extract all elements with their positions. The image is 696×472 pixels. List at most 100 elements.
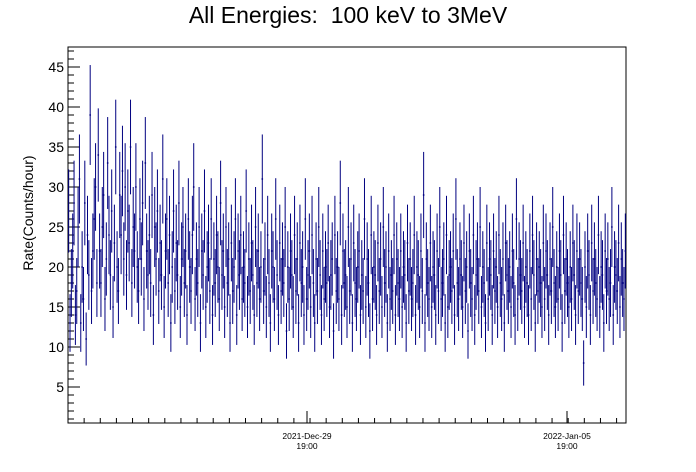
data-point bbox=[93, 218, 96, 220]
data-point bbox=[467, 330, 469, 332]
data-point bbox=[125, 274, 128, 276]
data-point bbox=[293, 234, 296, 236]
data-point bbox=[226, 282, 229, 284]
y-tick-label: 15 bbox=[48, 299, 64, 315]
x-tick-time-label: 19:00 bbox=[296, 441, 318, 451]
data-point bbox=[268, 282, 270, 284]
data-point bbox=[475, 274, 477, 276]
data-point bbox=[391, 290, 394, 292]
data-point bbox=[320, 314, 323, 316]
data-point bbox=[161, 178, 164, 180]
data-point bbox=[504, 242, 507, 244]
data-point bbox=[178, 202, 180, 204]
data-point bbox=[200, 250, 203, 252]
data-point bbox=[492, 250, 495, 252]
data-point bbox=[151, 194, 153, 196]
data-point bbox=[70, 282, 73, 284]
data-point bbox=[495, 266, 498, 268]
data-point bbox=[94, 186, 97, 188]
data-point bbox=[381, 306, 383, 308]
data-point bbox=[601, 274, 604, 276]
data-point bbox=[527, 314, 530, 316]
data-point bbox=[620, 258, 623, 260]
data-point bbox=[385, 266, 387, 268]
data-point bbox=[502, 258, 504, 260]
data-point bbox=[559, 274, 562, 276]
data-point bbox=[343, 282, 346, 284]
data-point bbox=[350, 258, 352, 260]
data-point bbox=[173, 290, 176, 292]
data-point bbox=[336, 266, 339, 268]
data-point bbox=[452, 250, 455, 252]
data-point bbox=[285, 330, 288, 332]
x-tick-date-label: 2022-Jan-05 bbox=[543, 431, 591, 441]
data-point bbox=[143, 298, 145, 300]
data-point bbox=[434, 314, 437, 316]
data-point bbox=[96, 282, 98, 284]
data-point bbox=[450, 290, 453, 292]
data-point bbox=[121, 170, 124, 172]
data-point bbox=[358, 250, 361, 252]
data-point bbox=[180, 258, 183, 260]
data-point bbox=[230, 242, 233, 244]
data-point bbox=[194, 298, 196, 300]
data-point bbox=[167, 282, 170, 284]
data-point bbox=[398, 298, 401, 300]
data-point bbox=[401, 306, 404, 308]
data-point bbox=[97, 154, 100, 156]
data-point bbox=[296, 258, 299, 260]
data-point bbox=[420, 250, 422, 252]
data-point bbox=[566, 282, 569, 284]
data-point bbox=[360, 274, 363, 276]
data-point bbox=[453, 314, 456, 316]
data-point bbox=[324, 266, 327, 268]
data-point bbox=[441, 282, 444, 284]
data-point bbox=[432, 266, 434, 268]
data-point bbox=[114, 146, 117, 148]
data-point bbox=[522, 242, 525, 244]
data-point bbox=[578, 258, 581, 260]
data-point bbox=[256, 282, 258, 284]
data-point bbox=[397, 282, 399, 284]
data-point bbox=[315, 258, 317, 260]
data-point bbox=[528, 250, 531, 252]
y-tick-label: 30 bbox=[48, 179, 64, 195]
data-point bbox=[524, 266, 527, 268]
data-point bbox=[101, 226, 104, 228]
data-point bbox=[356, 266, 359, 268]
data-point bbox=[225, 226, 227, 228]
data-point bbox=[82, 298, 85, 300]
data-point bbox=[574, 314, 577, 316]
data-point bbox=[113, 242, 116, 244]
data-point bbox=[175, 242, 178, 244]
data-point bbox=[254, 226, 257, 228]
data-point bbox=[511, 250, 514, 252]
data-point bbox=[183, 282, 186, 284]
data-point bbox=[464, 290, 467, 292]
data-point bbox=[512, 282, 515, 284]
data-point bbox=[532, 274, 535, 276]
data-point bbox=[260, 266, 262, 268]
data-point bbox=[507, 290, 510, 292]
data-point bbox=[305, 298, 308, 300]
data-point bbox=[222, 250, 225, 252]
y-axis: 5 10 15 20 25 30 35 40 45 bbox=[48, 50, 80, 420]
data-point bbox=[308, 250, 311, 252]
data-point bbox=[440, 298, 443, 300]
data-point bbox=[351, 322, 354, 324]
data-point bbox=[278, 242, 281, 244]
data-point bbox=[557, 298, 559, 300]
data-point bbox=[229, 322, 231, 324]
data-point bbox=[198, 226, 200, 228]
data-point bbox=[382, 226, 385, 228]
data-point bbox=[118, 194, 121, 196]
data-point bbox=[130, 282, 133, 284]
data-point bbox=[416, 266, 418, 268]
data-point bbox=[327, 242, 330, 244]
data-point bbox=[471, 298, 473, 300]
data-point bbox=[218, 298, 221, 300]
data-point bbox=[418, 306, 421, 308]
data-point bbox=[190, 290, 192, 292]
data-point bbox=[100, 282, 102, 284]
